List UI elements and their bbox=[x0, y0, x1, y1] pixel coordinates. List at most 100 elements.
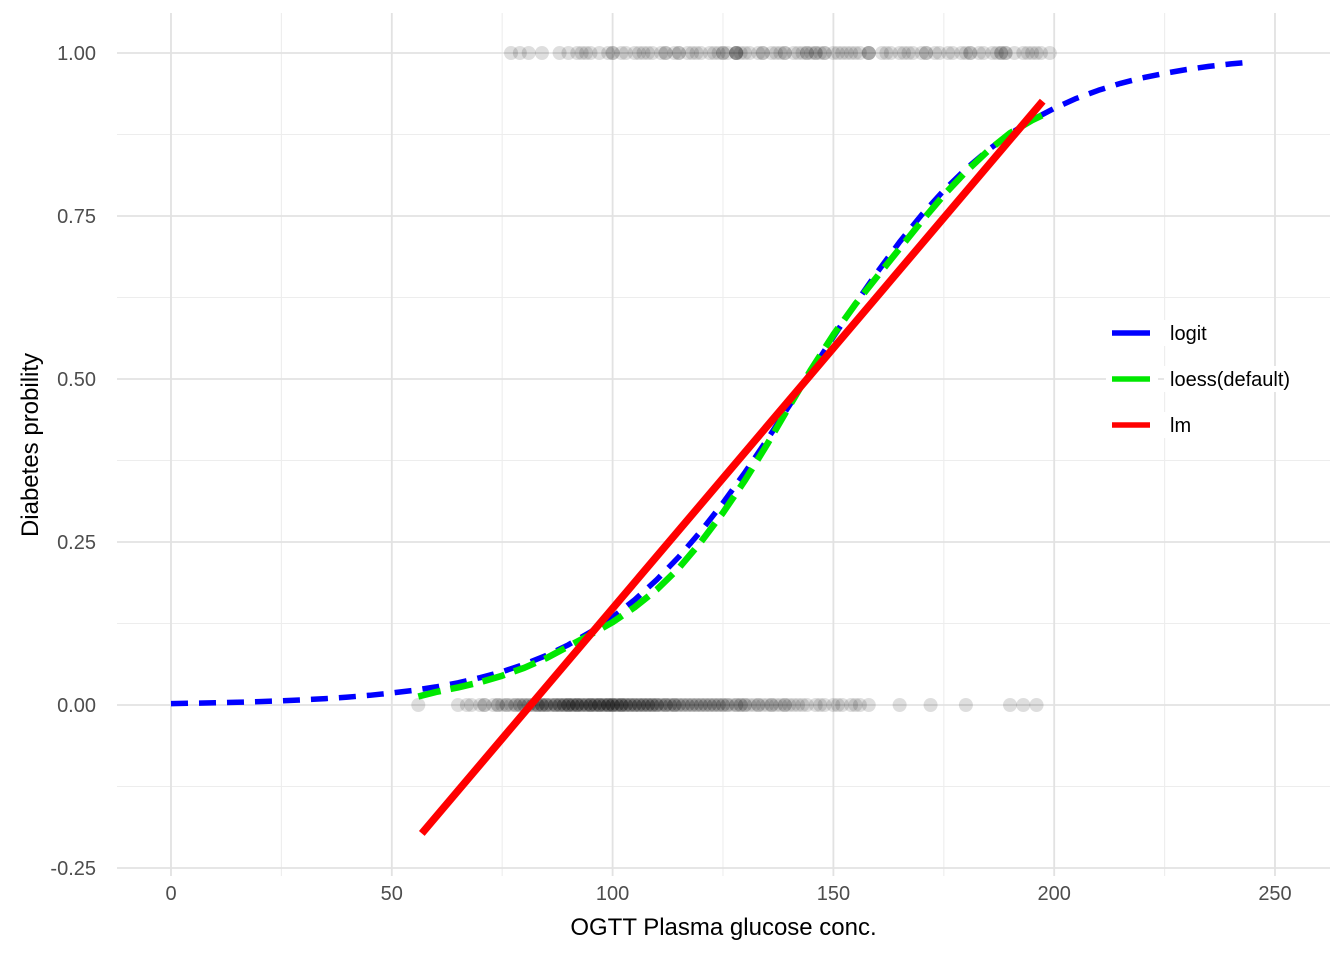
data-point-y0 bbox=[636, 698, 651, 712]
data-point-y0 bbox=[601, 698, 616, 712]
data-point-y0 bbox=[685, 698, 700, 712]
data-point-y1 bbox=[605, 46, 620, 60]
data-point-y1 bbox=[963, 46, 978, 60]
data-point-y0 bbox=[817, 698, 832, 712]
data-point-y0 bbox=[610, 698, 625, 712]
data-point-y0 bbox=[618, 698, 633, 712]
data-point-y1 bbox=[636, 46, 651, 60]
data-point-y0 bbox=[746, 698, 761, 712]
data-point-y1 bbox=[711, 46, 726, 60]
data-point-y0 bbox=[649, 698, 664, 712]
data-point-y1 bbox=[989, 46, 1004, 60]
data-point-y0 bbox=[685, 698, 700, 712]
data-point-y0 bbox=[504, 698, 519, 712]
data-point-y0 bbox=[499, 698, 514, 712]
data-point-y1 bbox=[958, 46, 973, 60]
data-point-y1 bbox=[998, 46, 1013, 60]
data-point-y1 bbox=[614, 46, 629, 60]
data-point-y0 bbox=[473, 698, 488, 712]
data-point-y1 bbox=[844, 46, 859, 60]
data-point-y0 bbox=[658, 698, 673, 712]
data-point-y0 bbox=[499, 698, 514, 712]
y-tick-label: -0.25 bbox=[50, 858, 96, 880]
data-point-y1 bbox=[892, 46, 907, 60]
data-point-y0 bbox=[782, 698, 797, 712]
data-point-y0 bbox=[640, 698, 655, 712]
data-point-y1 bbox=[927, 46, 942, 60]
data-point-y0 bbox=[667, 698, 682, 712]
data-point-y0 bbox=[768, 698, 783, 712]
data-point-y1 bbox=[534, 46, 549, 60]
data-point-y0 bbox=[777, 698, 792, 712]
x-tick-label: 250 bbox=[1258, 883, 1291, 905]
data-point-y1 bbox=[861, 46, 876, 60]
data-point-y0 bbox=[632, 698, 647, 712]
data-point-y0 bbox=[786, 698, 801, 712]
data-point-y0 bbox=[632, 698, 647, 712]
data-point-y1 bbox=[512, 46, 527, 60]
data-point-y0 bbox=[830, 698, 845, 712]
data-point-y1 bbox=[941, 46, 956, 60]
data-point-y0 bbox=[663, 698, 678, 712]
data-point-y1 bbox=[773, 46, 788, 60]
data-point-y1 bbox=[799, 46, 814, 60]
data-point-y0 bbox=[565, 698, 580, 712]
data-point-y1 bbox=[618, 46, 633, 60]
data-point-y1 bbox=[1029, 46, 1044, 60]
data-point-y1 bbox=[768, 46, 783, 60]
data-point-y0 bbox=[601, 698, 616, 712]
y-tick-label: 0.25 bbox=[57, 532, 96, 554]
data-point-y1 bbox=[839, 46, 854, 60]
data-point-y0 bbox=[773, 698, 788, 712]
data-point-y0 bbox=[636, 698, 651, 712]
data-point-y0 bbox=[848, 698, 863, 712]
data-point-y1 bbox=[601, 46, 616, 60]
data-point-y0 bbox=[583, 698, 598, 712]
data-point-y1 bbox=[852, 46, 867, 60]
scatter-points bbox=[411, 46, 1057, 712]
legend-label: logit bbox=[1170, 323, 1207, 345]
legend-label-plate bbox=[1164, 366, 1330, 392]
data-point-y0 bbox=[1029, 698, 1044, 712]
data-point-y0 bbox=[799, 698, 814, 712]
data-point-y0 bbox=[702, 698, 717, 712]
data-point-y0 bbox=[451, 698, 466, 712]
data-point-y0 bbox=[477, 698, 492, 712]
data-point-y1 bbox=[883, 46, 898, 60]
data-point-y0 bbox=[808, 698, 823, 712]
data-point-y0 bbox=[667, 698, 682, 712]
data-point-y1 bbox=[671, 46, 686, 60]
data-point-y1 bbox=[570, 46, 585, 60]
data-point-y0 bbox=[658, 698, 673, 712]
data-point-y0 bbox=[464, 698, 479, 712]
data-point-y0 bbox=[579, 698, 594, 712]
data-point-y0 bbox=[760, 698, 775, 712]
data-point-y1 bbox=[897, 46, 912, 60]
data-point-y0 bbox=[605, 698, 620, 712]
data-point-y0 bbox=[764, 698, 779, 712]
data-point-y1 bbox=[716, 46, 730, 60]
data-point-y1 bbox=[914, 46, 929, 60]
data-point-y0 bbox=[702, 698, 717, 712]
data-point-y1 bbox=[972, 46, 987, 60]
data-point-y1 bbox=[645, 46, 660, 60]
data-point-y1 bbox=[985, 46, 1000, 60]
data-point-y0 bbox=[548, 698, 563, 712]
y-axis-title: Diabetes probility bbox=[17, 352, 44, 538]
data-point-y1 bbox=[632, 46, 647, 60]
data-point-y1 bbox=[826, 46, 841, 60]
data-point-y0 bbox=[411, 698, 426, 712]
data-point-y0 bbox=[557, 698, 572, 712]
data-point-y0 bbox=[958, 698, 973, 712]
data-point-y0 bbox=[539, 698, 554, 712]
data-point-y1 bbox=[755, 46, 770, 60]
data-point-y0 bbox=[658, 698, 673, 712]
data-point-y0 bbox=[693, 698, 708, 712]
data-point-y1 bbox=[755, 46, 770, 60]
data-point-y1 bbox=[777, 46, 792, 60]
data-point-y1 bbox=[1042, 46, 1057, 60]
data-point-y0 bbox=[751, 698, 766, 712]
data-point-y0 bbox=[605, 698, 620, 712]
data-point-y0 bbox=[605, 698, 620, 712]
